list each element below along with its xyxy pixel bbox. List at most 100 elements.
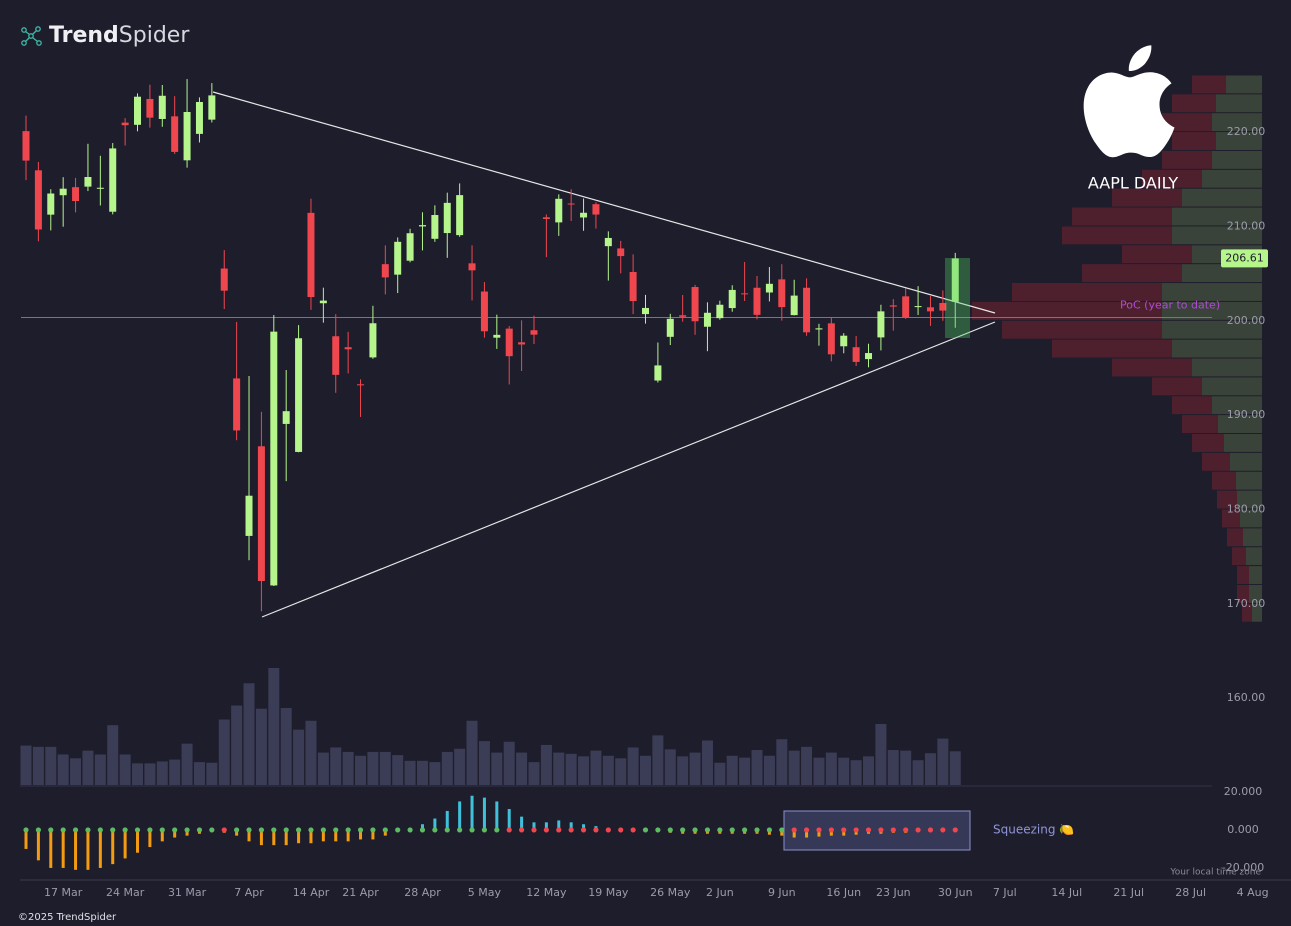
squeeze-dot: [444, 827, 450, 833]
momentum-bar: [123, 829, 127, 859]
candle-body: [567, 203, 575, 205]
squeeze-dot: [618, 827, 624, 833]
highlight-box: [945, 258, 970, 338]
squeeze-dot: [60, 827, 66, 833]
profile-buy: [1218, 415, 1262, 434]
volume-bar: [404, 760, 416, 785]
profile-sell: [1242, 603, 1252, 622]
squeeze-dot: [35, 827, 41, 833]
candle-body: [617, 248, 625, 257]
candle-body: [121, 122, 129, 126]
profile-sell: [1162, 150, 1212, 169]
candle-body: [827, 323, 835, 355]
profile-sell: [1162, 113, 1212, 132]
momentum-bar: [36, 829, 40, 861]
momentum-bar: [383, 829, 387, 836]
squeeze-dot: [816, 827, 822, 833]
momentum-bar: [582, 824, 586, 830]
profile-buy: [1202, 169, 1262, 188]
x-tick-label: 21 Apr: [342, 886, 379, 899]
squeeze-dot: [519, 827, 525, 833]
candle-body: [654, 365, 662, 381]
momentum-bar: [259, 829, 263, 846]
profile-buy: [1212, 113, 1262, 132]
squeeze-dot: [742, 827, 748, 833]
candle-body: [47, 193, 55, 215]
volume-bar: [32, 746, 44, 785]
candle-body: [865, 353, 873, 360]
profile-sell: [1002, 320, 1162, 339]
momentum-bar: [420, 824, 424, 830]
volume-bar: [280, 708, 292, 785]
brand-name: TrendSpider: [49, 23, 190, 48]
profile-sell: [1112, 358, 1192, 377]
candle-body: [951, 258, 959, 302]
volume-bar: [181, 743, 193, 785]
profile-sell: [1062, 226, 1172, 245]
candle-body: [295, 338, 303, 452]
momentum-bar: [495, 801, 499, 830]
profile-buy: [1212, 150, 1262, 169]
squeeze-dot: [729, 827, 735, 833]
momentum-bar: [272, 829, 276, 846]
squeeze-dot: [890, 827, 896, 833]
profile-sell: [1012, 283, 1162, 301]
profile-sell: [1152, 377, 1202, 396]
volume-profile: [972, 75, 1262, 622]
volume-bar: [875, 723, 887, 785]
candle-body: [530, 330, 538, 335]
brand-logo: [21, 26, 42, 46]
candle-body: [394, 241, 402, 275]
volume-bar: [355, 755, 367, 785]
y-tick-label: 180.00: [1227, 502, 1266, 515]
y-tick-label: 160.00: [1227, 691, 1266, 704]
squeeze-dot: [754, 827, 760, 833]
candle-body: [270, 331, 278, 586]
squeeze-dot: [271, 827, 277, 833]
volume-bar: [615, 758, 627, 785]
squeeze-dot: [246, 827, 252, 833]
brand-light: Spider: [119, 23, 191, 48]
profile-buy: [1252, 603, 1262, 622]
profile-buy: [1216, 132, 1262, 150]
squeeze-dot: [642, 827, 649, 833]
momentum-bar: [24, 829, 28, 849]
squeeze-dot: [692, 827, 698, 833]
x-tick-label: 19 May: [588, 886, 629, 899]
momentum-bar: [160, 829, 164, 842]
momentum-bar: [346, 829, 350, 842]
profile-sell: [1052, 339, 1172, 358]
volume-bar: [70, 758, 82, 785]
momentum-bar: [359, 829, 363, 840]
squeeze-dot: [878, 827, 884, 833]
profile-buy: [1243, 528, 1262, 547]
momentum-bar: [74, 829, 78, 870]
volume-bar: [714, 762, 726, 785]
x-tick-label: 28 Apr: [404, 886, 441, 899]
candle-body: [703, 312, 711, 327]
squeeze-dot: [828, 827, 834, 833]
candle-body: [96, 187, 104, 189]
momentum-bar: [297, 829, 301, 844]
volume-bar: [367, 751, 379, 785]
profile-buy: [1162, 320, 1262, 339]
volume-bar: [193, 762, 205, 785]
x-tick-label: 24 Mar: [106, 886, 145, 899]
x-tick-label: 30 Jun: [938, 886, 973, 899]
volume-bar: [540, 744, 552, 785]
volume-bar: [825, 752, 837, 785]
momentum-bar: [470, 795, 474, 830]
profile-buy: [1172, 226, 1262, 245]
squeeze-dot: [196, 827, 203, 833]
volume-bar: [491, 752, 503, 785]
x-tick-label: 12 May: [526, 886, 567, 899]
candle-body: [171, 116, 179, 152]
squeeze-dot: [172, 827, 178, 833]
momentum-bar: [532, 822, 536, 830]
candle-body: [778, 279, 786, 308]
profile-sell: [1142, 169, 1202, 188]
volume-bar: [317, 752, 329, 785]
volume-bar: [503, 741, 515, 785]
squeeze-dot: [382, 827, 388, 833]
squeeze-dot: [122, 827, 128, 833]
